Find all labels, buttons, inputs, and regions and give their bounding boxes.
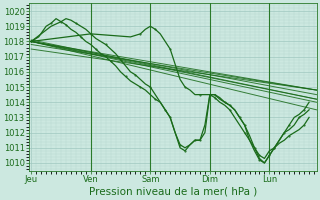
X-axis label: Pression niveau de la mer( hPa ): Pression niveau de la mer( hPa ) (89, 187, 257, 197)
